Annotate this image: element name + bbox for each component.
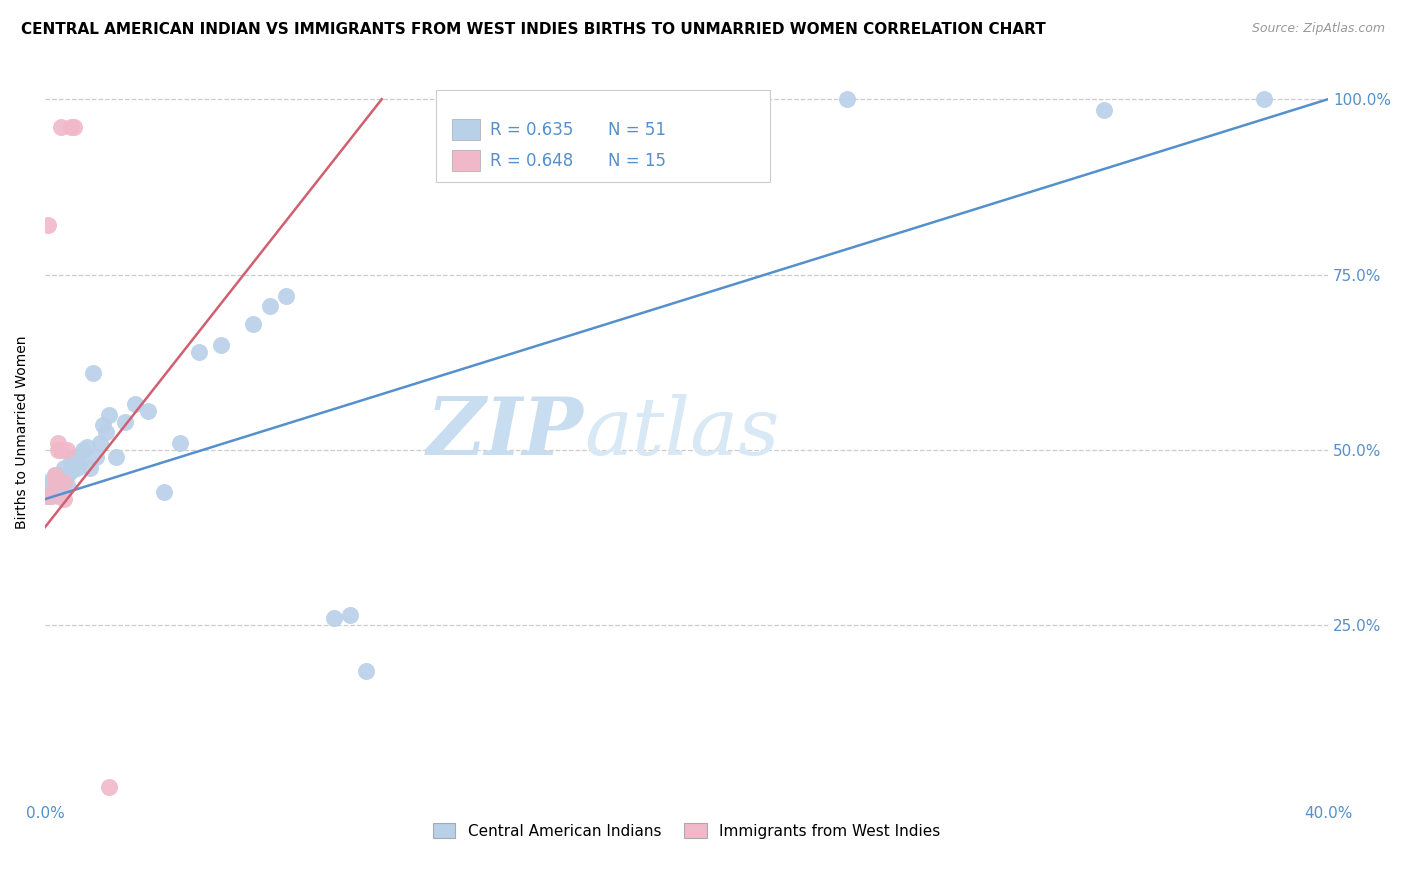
Point	[89, 436, 111, 450]
Point	[188, 344, 211, 359]
Point	[37, 489, 59, 503]
Point	[41, 482, 63, 496]
Text: atlas: atlas	[583, 393, 779, 471]
Point	[44, 467, 66, 482]
Point	[63, 450, 86, 464]
Point	[53, 492, 76, 507]
Point	[37, 482, 59, 496]
Point	[98, 408, 121, 422]
Point	[56, 467, 79, 482]
Bar	[451, 120, 479, 140]
Point	[72, 442, 94, 457]
Bar	[436, 90, 770, 182]
Point	[124, 397, 146, 411]
Bar	[451, 150, 479, 171]
Point	[82, 366, 104, 380]
Point	[44, 475, 66, 489]
Point	[44, 482, 66, 496]
Point	[1253, 92, 1275, 106]
Point	[49, 482, 72, 496]
Point	[515, 92, 537, 106]
Point	[98, 780, 121, 794]
Text: R = 0.648: R = 0.648	[491, 153, 574, 170]
Point	[44, 475, 66, 489]
Y-axis label: Births to Unmarried Women: Births to Unmarried Women	[15, 335, 30, 529]
Point	[59, 120, 82, 135]
Point	[242, 317, 264, 331]
Legend: Central American Indians, Immigrants from West Indies: Central American Indians, Immigrants fro…	[426, 816, 946, 845]
Point	[1092, 103, 1115, 117]
Point	[79, 460, 101, 475]
Point	[44, 467, 66, 482]
Point	[274, 288, 297, 302]
Text: ZIP: ZIP	[427, 393, 583, 471]
Point	[56, 478, 79, 492]
Point	[49, 475, 72, 489]
Point	[56, 442, 79, 457]
Point	[46, 442, 69, 457]
Text: N = 51: N = 51	[609, 121, 666, 139]
Point	[76, 440, 98, 454]
Point	[53, 460, 76, 475]
Text: N = 15: N = 15	[609, 153, 666, 170]
Point	[41, 475, 63, 489]
Text: Source: ZipAtlas.com: Source: ZipAtlas.com	[1251, 22, 1385, 36]
Point	[104, 450, 127, 464]
Point	[53, 475, 76, 489]
Point	[84, 450, 107, 464]
Point	[37, 475, 59, 489]
Point	[209, 337, 232, 351]
Point	[49, 120, 72, 135]
Point	[49, 467, 72, 482]
Point	[46, 489, 69, 503]
Text: CENTRAL AMERICAN INDIAN VS IMMIGRANTS FROM WEST INDIES BIRTHS TO UNMARRIED WOMEN: CENTRAL AMERICAN INDIAN VS IMMIGRANTS FR…	[21, 22, 1046, 37]
Point	[322, 611, 344, 625]
Point	[34, 489, 56, 503]
Point	[169, 436, 191, 450]
Point	[259, 299, 281, 313]
Point	[152, 485, 174, 500]
Point	[66, 460, 89, 475]
Point	[66, 450, 89, 464]
Point	[94, 425, 117, 440]
Point	[49, 442, 72, 457]
Point	[41, 489, 63, 503]
Point	[91, 418, 114, 433]
Point	[59, 453, 82, 467]
Point	[46, 436, 69, 450]
Point	[354, 664, 377, 678]
Point	[339, 607, 361, 622]
Point	[835, 92, 858, 106]
Text: R = 0.635: R = 0.635	[491, 121, 574, 139]
Point	[69, 453, 91, 467]
Point	[46, 467, 69, 482]
Point	[53, 475, 76, 489]
Point	[114, 415, 136, 429]
Point	[136, 404, 159, 418]
Point	[37, 219, 59, 233]
Point	[59, 464, 82, 478]
Point	[41, 489, 63, 503]
Point	[63, 120, 86, 135]
